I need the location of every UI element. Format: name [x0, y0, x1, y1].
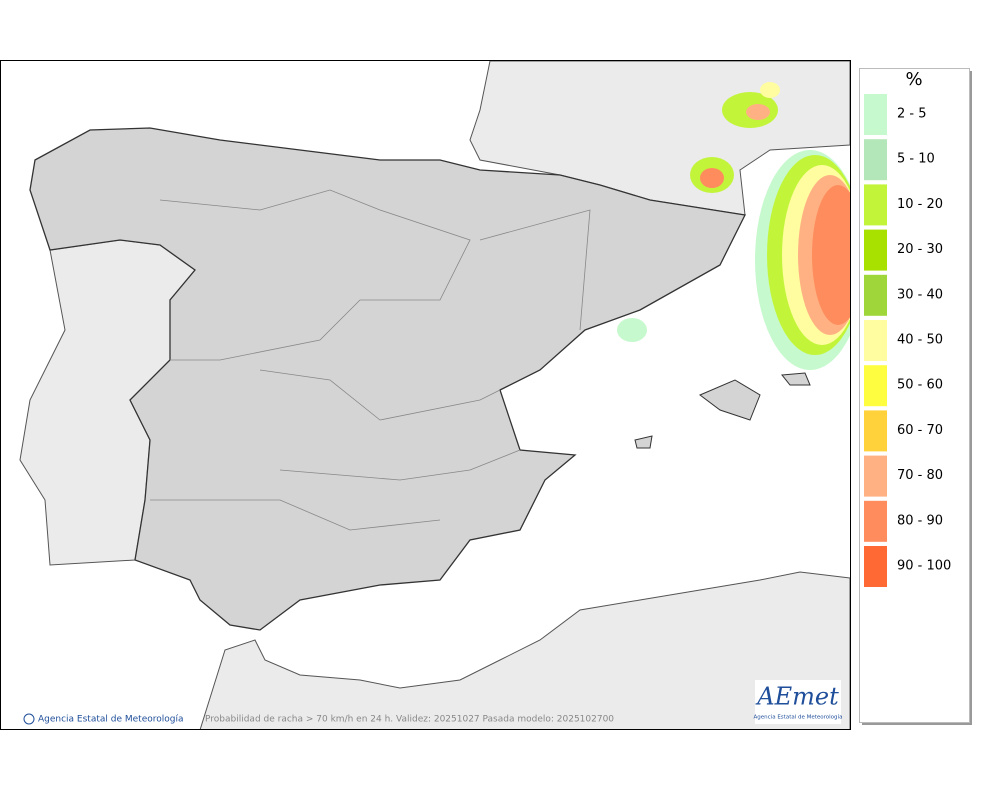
legend-label: 2 - 5 — [897, 107, 927, 122]
legend-swatch — [864, 139, 887, 181]
legend-label: 30 - 40 — [897, 287, 943, 302]
legend-swatch — [864, 546, 887, 587]
map: AEmet Agencia Estatal de Meteorología Ag… — [1, 61, 850, 729]
legend-swatch — [864, 365, 887, 407]
legend-swatch — [864, 320, 887, 361]
probability-field — [617, 82, 850, 370]
legend-swatch — [864, 184, 887, 226]
logo-box — [755, 680, 841, 724]
legend-label: 80 - 90 — [897, 513, 943, 528]
legend-label: 20 - 30 — [897, 242, 943, 257]
legend-label: 60 - 70 — [897, 423, 943, 438]
legend-label: 90 - 100 — [897, 559, 951, 574]
legend-label: 70 - 80 — [897, 468, 943, 483]
legend-label: 10 - 20 — [897, 197, 943, 212]
legend-swatch — [864, 410, 887, 452]
caption: Probabilidad de racha > 70 km/h en 24 h.… — [205, 715, 614, 725]
map-frame — [0, 60, 851, 730]
legend-swatch — [864, 455, 887, 497]
logo-subtitle: Agencia Estatal de Meteorología — [754, 714, 843, 721]
credit: Agencia Estatal de Meteorología — [38, 715, 184, 725]
legend-title: % — [905, 69, 922, 90]
legend-label: 40 - 50 — [897, 333, 943, 348]
legend-label: 5 - 10 — [897, 152, 935, 167]
legend-swatch — [864, 229, 887, 271]
legend-swatch — [864, 94, 887, 135]
legend-label: 50 - 60 — [897, 378, 943, 393]
legend-swatch — [864, 500, 887, 542]
logo: AEmet — [755, 683, 839, 711]
legend-swatch — [864, 274, 887, 316]
legend-items: 2 - 5 5 - 10 10 - 20 20 - 30 30 - 40 40 - 50 5… — [864, 94, 951, 587]
copyright-icon — [23, 713, 35, 725]
